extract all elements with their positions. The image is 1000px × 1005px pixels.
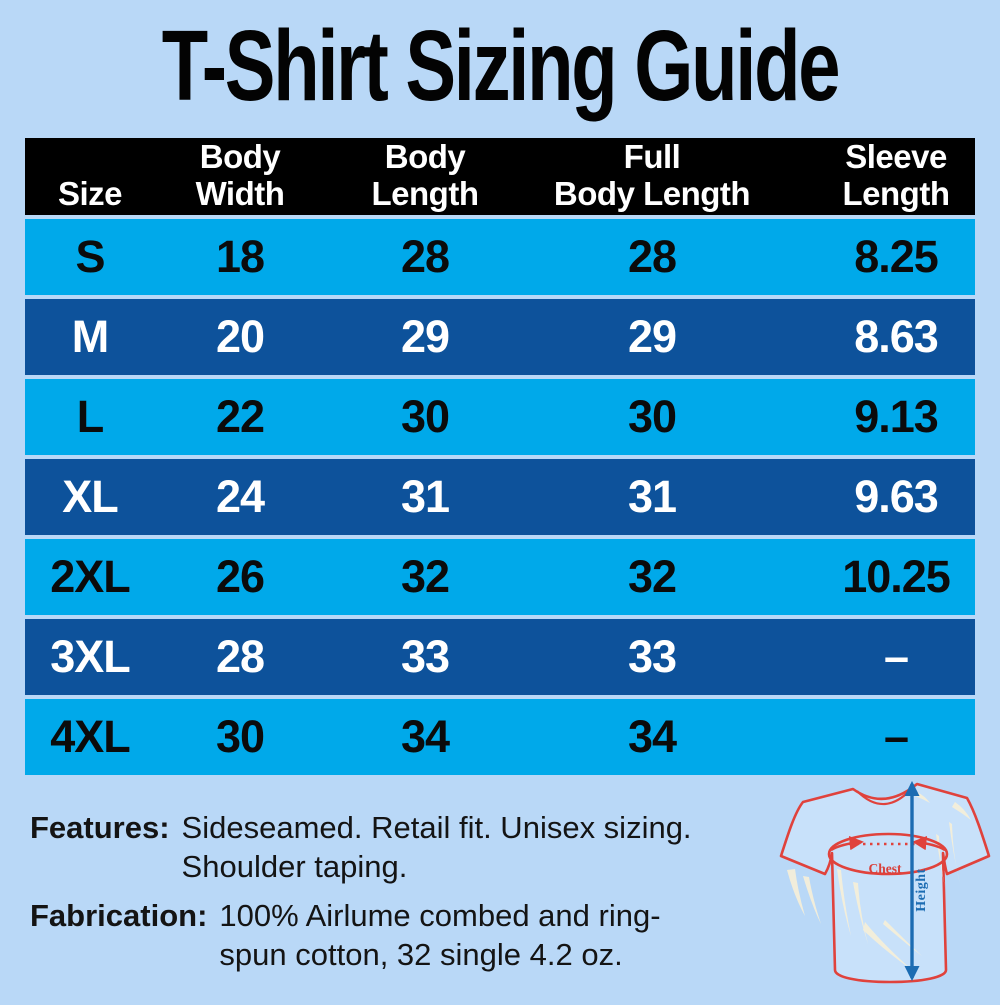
body-width-cell: 24: [215, 471, 265, 522]
body-width-cell: 26: [215, 551, 265, 602]
size-cell: 4XL: [50, 711, 131, 762]
sizing-table: Size Body Width Body Length Full Body Le…: [25, 138, 975, 779]
chest-label: Chest: [869, 861, 903, 876]
body-length-cell: 31: [400, 471, 450, 522]
body-width-cell: 22: [215, 391, 265, 442]
fabrication-note: Fabrication: 100% Airlume combed and rin…: [30, 896, 661, 974]
features-label: Features:: [30, 810, 170, 845]
table-row-s: S 18 28 28 8.25: [25, 219, 975, 295]
table-row-4xl: 4XL 30 34 34 –: [25, 699, 975, 775]
tshirt-outline: [779, 782, 991, 984]
size-cell: M: [71, 311, 110, 362]
body-length-cell: 28: [400, 231, 450, 282]
table-row-m: M 20 29 29 8.63: [25, 299, 975, 375]
full-body-length-cell: 34: [627, 711, 677, 762]
header-size: Size: [57, 175, 123, 212]
features-line-2: Shoulder taping.: [181, 849, 408, 884]
body-length-cell: 34: [400, 711, 450, 762]
features-text: Sideseamed. Retail fit. Unisex sizing. S…: [182, 808, 692, 886]
full-body-length-cell: 33: [627, 631, 677, 682]
table-row-xl: XL 24 31 31 9.63: [25, 459, 975, 535]
sleeve-length-cell: 9.63: [854, 471, 939, 522]
tshirt-diagram: Chest Height: [773, 774, 997, 1000]
size-cell: 3XL: [50, 631, 131, 682]
tshirt-svg: Chest Height: [779, 780, 991, 984]
header-body-width: Body Width: [195, 138, 285, 212]
fabrication-label: Fabrication:: [30, 898, 208, 933]
header-sleeve-length: Sleeve Length: [842, 138, 950, 212]
size-cell: S: [75, 231, 105, 282]
table-row-2xl: 2XL 26 32 32 10.25: [25, 539, 975, 615]
full-body-length-cell: 32: [627, 551, 677, 602]
sleeve-length-cell: 8.63: [854, 311, 939, 362]
sleeve-length-cell: 9.13: [854, 391, 939, 442]
sleeve-length-cell: 10.25: [842, 551, 951, 602]
body-length-cell: 33: [400, 631, 450, 682]
body-width-cell: 20: [215, 311, 265, 362]
table-row-3xl: 3XL 28 33 33 –: [25, 619, 975, 695]
body-width-cell: 30: [215, 711, 265, 762]
body-width-cell: 18: [215, 231, 265, 282]
page-title: T-Shirt Sizing Guide: [161, 10, 841, 122]
page-title-wrap: T-Shirt Sizing Guide: [0, 16, 1000, 116]
height-arrow: Height: [904, 780, 929, 982]
body-length-cell: 30: [400, 391, 450, 442]
table-row-l: L 22 30 30 9.13: [25, 379, 975, 455]
header-full-body-length: Full Body Length: [553, 138, 751, 212]
body-length-cell: 29: [400, 311, 450, 362]
sleeve-length-cell: 8.25: [854, 231, 939, 282]
sleeve-length-cell: –: [883, 631, 909, 682]
full-body-length-cell: 30: [627, 391, 677, 442]
features-note: Features: Sideseamed. Retail fit. Unisex…: [30, 808, 692, 886]
height-label: Height: [914, 868, 929, 911]
size-cell: XL: [62, 471, 119, 522]
fabrication-line-2: spun cotton, 32 single 4.2 oz.: [219, 937, 623, 972]
full-body-length-cell: 31: [627, 471, 677, 522]
body-length-cell: 32: [400, 551, 450, 602]
features-line-1: Sideseamed. Retail fit. Unisex sizing.: [181, 810, 692, 845]
sleeve-length-cell: –: [883, 711, 909, 762]
body-width-cell: 28: [215, 631, 265, 682]
full-body-length-cell: 29: [627, 311, 677, 362]
table-header-row: Size Body Width Body Length Full Body Le…: [25, 138, 975, 215]
size-cell: 2XL: [50, 551, 131, 602]
size-cell: L: [76, 391, 105, 442]
header-body-length: Body Length: [371, 138, 479, 212]
fabrication-text: 100% Airlume combed and ring- spun cotto…: [219, 896, 660, 974]
full-body-length-cell: 28: [627, 231, 677, 282]
fabrication-line-1: 100% Airlume combed and ring-: [219, 898, 661, 933]
